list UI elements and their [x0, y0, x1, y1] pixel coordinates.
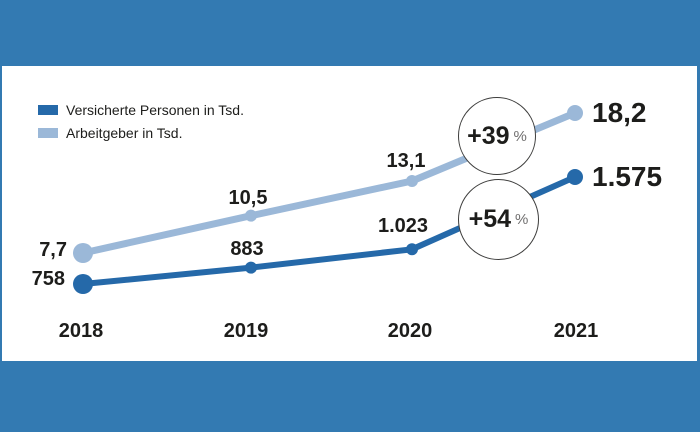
growth-badge-versicherte: +54 % — [458, 179, 539, 260]
legend-item-versicherte: Versicherte Personen in Tsd. — [38, 103, 244, 117]
percent-sign: % — [513, 127, 527, 145]
value-label-versicherte-2019: 883 — [230, 238, 264, 260]
value-label-arbeitgeber-2020: 13,1 — [386, 150, 426, 172]
legend-item-arbeitgeber: Arbeitgeber in Tsd. — [38, 126, 244, 140]
legend-label-versicherte: Versicherte Personen in Tsd. — [66, 102, 244, 118]
percent-sign: % — [515, 211, 529, 228]
legend-label-arbeitgeber: Arbeitgeber in Tsd. — [66, 125, 183, 141]
value-label-arbeitgeber-2018: 7,7 — [39, 239, 67, 261]
growth-badge-arbeitgeber: +39 % — [458, 97, 536, 175]
legend-swatch-arbeitgeber — [38, 128, 58, 138]
value-label-arbeitgeber-2019: 10,5 — [228, 187, 268, 209]
x-axis-label-2019: 2019 — [223, 320, 269, 342]
growth-value: +39 — [467, 121, 510, 150]
value-label-arbeitgeber-2021: 18,2 — [592, 97, 647, 128]
x-axis-label-2018: 2018 — [58, 320, 104, 342]
legend-swatch-versicherte — [38, 105, 58, 115]
legend: Versicherte Personen in Tsd. Arbeitgeber… — [38, 103, 244, 149]
value-label-versicherte-2021: 1.575 — [592, 161, 663, 192]
value-label-versicherte-2018: 758 — [31, 268, 65, 290]
growth-value: +54 — [468, 205, 512, 233]
x-axis-label-2021: 2021 — [553, 320, 599, 342]
value-label-versicherte-2020: 1.023 — [377, 215, 429, 237]
x-axis-label-2020: 2020 — [387, 320, 433, 342]
